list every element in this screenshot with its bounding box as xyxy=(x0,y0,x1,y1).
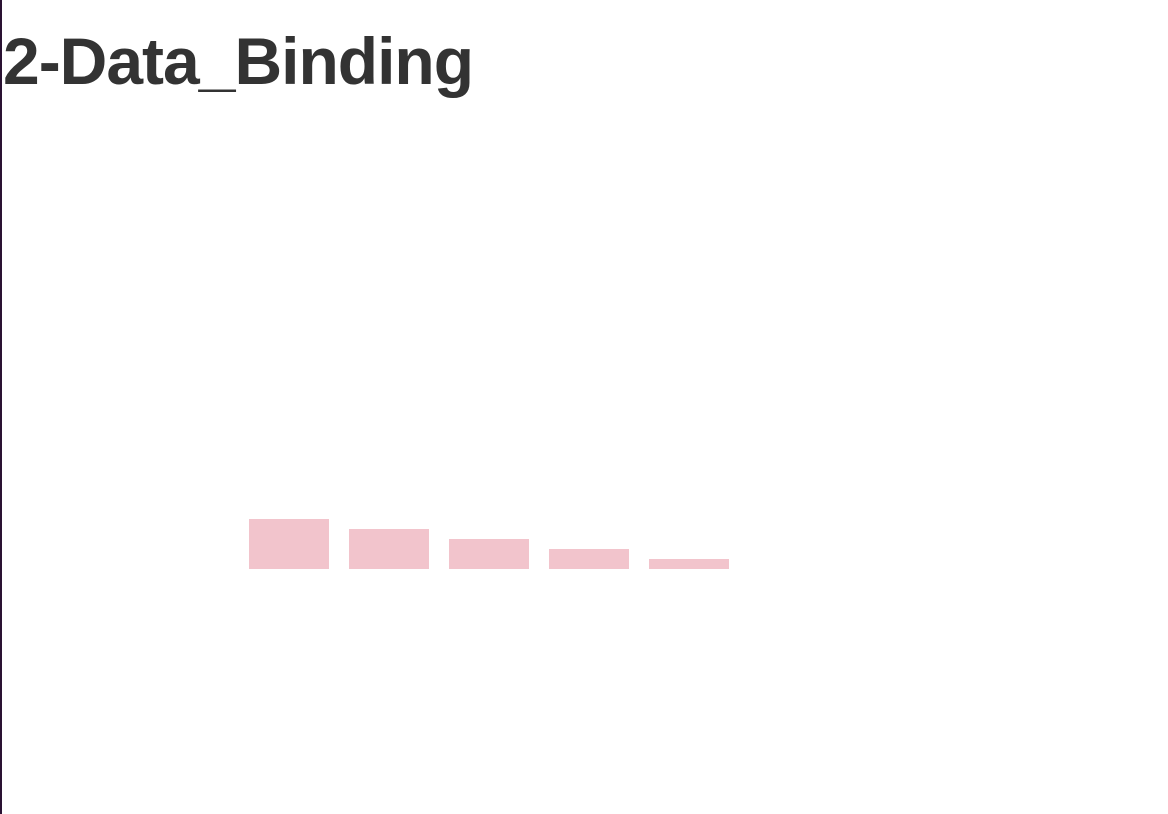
bar-3 xyxy=(449,539,529,569)
page-title: 2-Data_Binding xyxy=(3,24,474,98)
bar-2 xyxy=(349,529,429,569)
bar-1 xyxy=(249,519,329,569)
bar-5 xyxy=(649,559,729,569)
page-left-border xyxy=(0,0,2,814)
bar-4 xyxy=(549,549,629,569)
bar-group xyxy=(249,519,729,569)
